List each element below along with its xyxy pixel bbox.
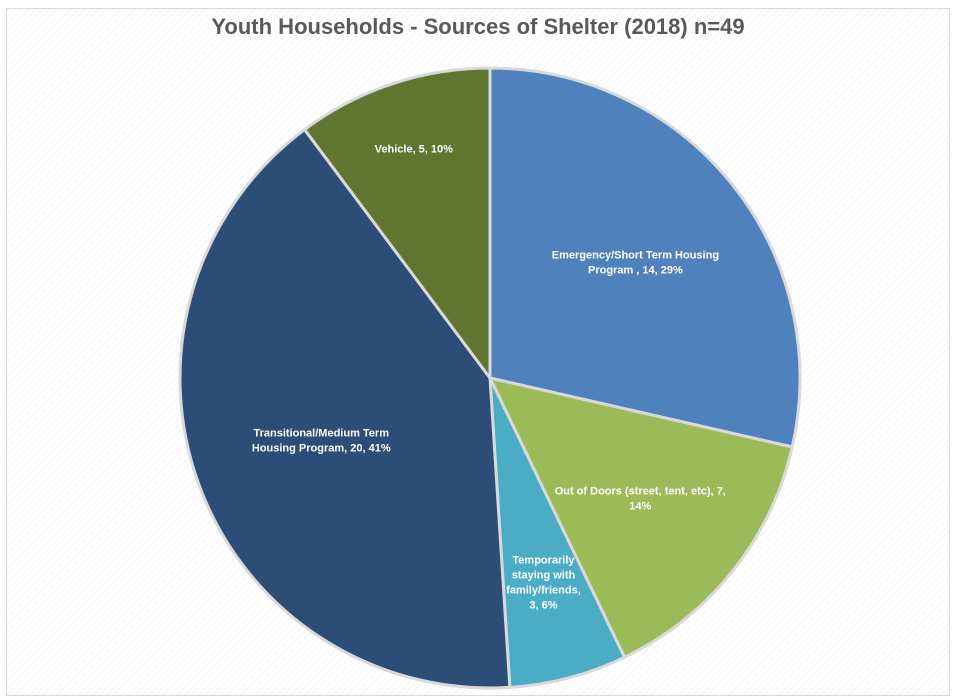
pie-slice-vehicle (303, 66, 492, 380)
pie-slice-out-of-doors (488, 376, 794, 659)
pie-slice-transitional (178, 128, 512, 690)
data-label-temporarily-staying: Temporarily staying with family/friends, 3,… (506, 554, 581, 611)
chart-title: Youth Households - Sources of Shelter (2… (211, 14, 745, 39)
data-label-out-of-doors: Out of Doors (street, tent, etc), 7, 14% (555, 485, 726, 512)
data-label-transitional: Transitional/Medium Term Housing Program,… (252, 428, 391, 455)
data-label-vehicle: Vehicle, 5, 10% (375, 144, 453, 156)
pie-slice-temporarily-staying (488, 376, 627, 689)
data-label-emergency: Emergency/Short Term Housing Program , 14… (552, 250, 719, 277)
pie-slice-emergency (488, 66, 802, 449)
